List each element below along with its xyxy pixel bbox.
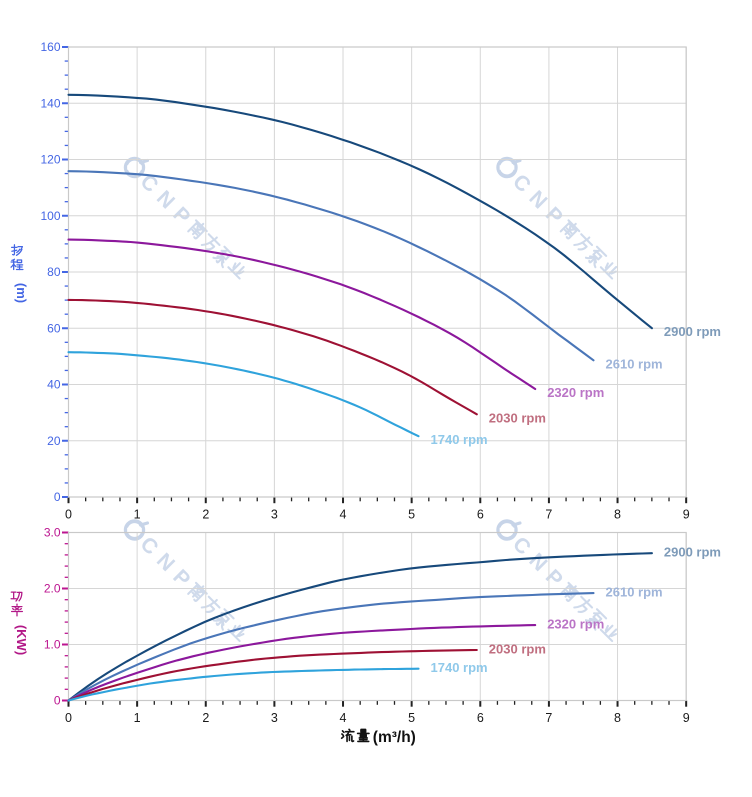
svg-text:2900 rpm: 2900 rpm — [664, 545, 721, 560]
svg-text:3.0: 3.0 — [44, 526, 61, 540]
svg-text:2610 rpm: 2610 rpm — [606, 356, 663, 371]
svg-text:1: 1 — [134, 508, 141, 522]
svg-text:(m): (m) — [14, 283, 29, 303]
svg-text:5: 5 — [408, 508, 415, 522]
svg-text:2610 rpm: 2610 rpm — [606, 585, 663, 600]
svg-text:1: 1 — [134, 711, 141, 725]
svg-text:9: 9 — [683, 711, 690, 725]
svg-text:9: 9 — [683, 508, 690, 522]
svg-text:2: 2 — [202, 508, 209, 522]
svg-text:140: 140 — [40, 97, 60, 111]
svg-text:2320 rpm: 2320 rpm — [547, 385, 604, 400]
svg-text:0: 0 — [65, 711, 72, 725]
svg-text:6: 6 — [477, 711, 484, 725]
svg-text:7: 7 — [545, 508, 552, 522]
svg-text:2030 rpm: 2030 rpm — [489, 642, 546, 657]
svg-text:0: 0 — [65, 508, 72, 522]
svg-text:20: 20 — [47, 434, 61, 448]
svg-text:4: 4 — [340, 711, 347, 725]
svg-text:2900 rpm: 2900 rpm — [664, 324, 721, 339]
svg-text:3: 3 — [271, 711, 278, 725]
svg-text:0: 0 — [54, 490, 61, 504]
svg-text:80: 80 — [47, 265, 61, 279]
svg-text:2320 rpm: 2320 rpm — [547, 617, 604, 632]
svg-text:40: 40 — [47, 378, 61, 392]
svg-text:8: 8 — [614, 508, 621, 522]
svg-text:8: 8 — [614, 711, 621, 725]
svg-text:4: 4 — [340, 508, 347, 522]
svg-text:2030 rpm: 2030 rpm — [489, 410, 546, 425]
svg-text:6: 6 — [477, 508, 484, 522]
svg-text:100: 100 — [40, 209, 60, 223]
svg-text:1740 rpm: 1740 rpm — [431, 660, 488, 675]
svg-text:7: 7 — [545, 711, 552, 725]
svg-text:1.0: 1.0 — [44, 638, 61, 652]
svg-text:2: 2 — [202, 711, 209, 725]
svg-text:60: 60 — [47, 321, 61, 335]
svg-text:5: 5 — [408, 711, 415, 725]
svg-text:(KW): (KW) — [14, 625, 29, 655]
svg-text:160: 160 — [40, 40, 60, 54]
svg-text:120: 120 — [40, 153, 60, 167]
svg-text:2.0: 2.0 — [44, 582, 61, 596]
svg-text:(m³/h): (m³/h) — [373, 729, 416, 746]
svg-text:3: 3 — [271, 508, 278, 522]
svg-text:0: 0 — [54, 694, 61, 708]
svg-text:1740 rpm: 1740 rpm — [431, 432, 488, 447]
